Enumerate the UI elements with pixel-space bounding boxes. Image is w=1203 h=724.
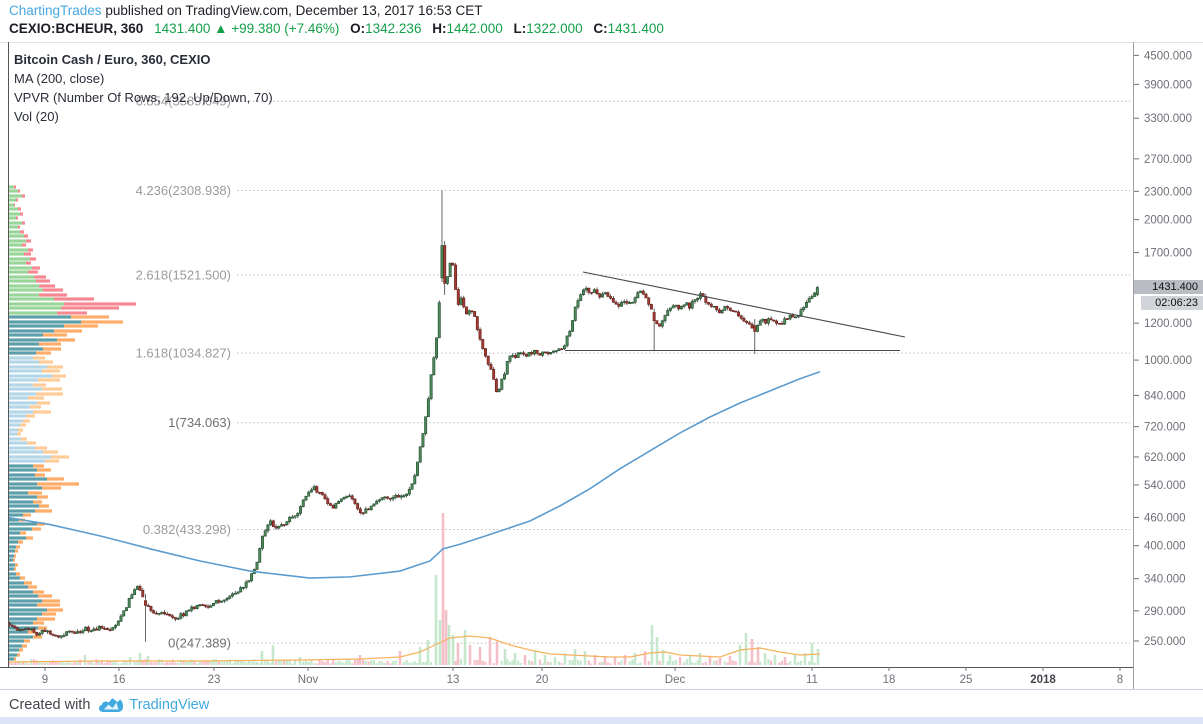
vpvr-layer [9, 185, 136, 661]
footer: Created with TradingView [9, 697, 209, 713]
price-tick-label: 1700.000 [1144, 248, 1192, 260]
fib-level-label: 4.236(2308.938) [136, 183, 231, 198]
price-tick-label: 340.000 [1144, 574, 1186, 586]
time-tick-label: 13 [447, 674, 460, 686]
price-change: +99.380 (+7.46%) [231, 21, 340, 36]
tradingview-label: TradingView [129, 697, 210, 713]
ma200-layer [9, 371, 821, 579]
low-label: L: [513, 21, 527, 36]
time-tick-label: Nov [298, 674, 319, 686]
fib-level-label: 0(247.389) [168, 636, 231, 651]
time-tick-label: 20 [536, 674, 549, 686]
fib-level-label: 6.854(3589.049) [136, 94, 231, 109]
price-tick-label: 620.000 [1144, 452, 1186, 464]
time-tick-label: 8 [1117, 674, 1123, 686]
price-tick-label: 1000.000 [1144, 355, 1192, 367]
fib-level-label: 1(734.063) [168, 415, 231, 430]
symbol-ohlc-bar: CEXIO:BCHEUR, 360 1431.400 ▲ +99.380 (+7… [9, 21, 664, 36]
author-link[interactable]: ChartingTrades [9, 3, 102, 18]
price-tick-label: 290.000 [1144, 606, 1186, 618]
candles-layer [9, 190, 819, 642]
time-tick-label: Dec [665, 674, 686, 686]
time-tick-label: 11 [806, 674, 818, 686]
volume-layer [9, 513, 821, 665]
fib-level-label: 1.618(1034.827) [136, 346, 231, 361]
price-tick-label: 2300.000 [1144, 186, 1192, 198]
price-tick-label: 540.000 [1144, 480, 1186, 492]
last-price-badge: 1431.400 [1134, 279, 1203, 294]
price-axis[interactable]: 4500.000 3900.000 3300.000 2700.000 2300.000… [1134, 50, 1192, 648]
price-tick-label: 1200.000 [1144, 318, 1192, 330]
bar-countdown-badge: 02:06:23 [1141, 295, 1203, 310]
price-tick-label: 3900.000 [1144, 79, 1192, 91]
legend-vol[interactable]: Vol (20) [14, 109, 59, 124]
borders-layer [0, 42, 1203, 690]
symbol-name[interactable]: CEXIO:BCHEUR, 360 [9, 21, 144, 36]
open-value: 1342.236 [365, 21, 422, 36]
legend-ma[interactable]: MA (200, close) [14, 71, 105, 86]
high-label: H: [432, 21, 447, 36]
time-tick-label: 25 [960, 674, 973, 686]
fib-levels-layer: 6.854(3589.049) 4.236(2308.938) 2.618(1521… [136, 94, 1130, 651]
price-tick-label: 4500.000 [1144, 50, 1192, 62]
time-axis[interactable]: 9 16 23 Nov 13 20 Dec 11 18 25 2018 8 [42, 667, 1123, 686]
price-tick-label: 460.000 [1144, 512, 1186, 524]
close-value: 1431.400 [607, 21, 664, 36]
high-value: 1442.000 [446, 21, 503, 36]
last-price: 1431.400 [154, 21, 211, 36]
price-tick-label: 400.000 [1144, 541, 1186, 553]
publish-info: published on TradingView.com, December 1… [105, 3, 483, 18]
fib-level-label: 0.382(433.298) [143, 522, 231, 537]
study-legend: Bitcoin Cash / Euro, 360, CEXIO MA (200,… [14, 50, 273, 126]
time-tick-label: 9 [42, 674, 48, 686]
trendlines-layer [565, 271, 906, 352]
price-tick-label: 3300.000 [1144, 113, 1192, 125]
publish-header: ChartingTrades published on TradingView.… [9, 3, 483, 18]
up-arrow-icon: ▲ [214, 21, 228, 36]
time-tick-label: 2018 [1030, 674, 1056, 686]
tradingview-logo-icon [99, 697, 124, 712]
price-tick-label: 720.000 [1144, 422, 1186, 434]
time-tick-label: 23 [208, 674, 221, 686]
bottom-strip [0, 717, 1203, 724]
price-tick-label: 840.000 [1144, 390, 1186, 402]
created-with-label: Created with [9, 697, 91, 713]
fib-level-label: 2.618(1521.500) [136, 268, 231, 283]
price-tick-label: 2000.000 [1144, 215, 1192, 227]
price-tick-label: 2700.000 [1144, 154, 1192, 166]
open-label: O: [350, 21, 366, 36]
close-label: C: [593, 21, 608, 36]
tradingview-link[interactable]: TradingView [99, 697, 209, 713]
chart-title[interactable]: Bitcoin Cash / Euro, 360, CEXIO [14, 52, 211, 67]
price-tick-label: 250.000 [1144, 636, 1186, 648]
legend-vpvr[interactable]: VPVR (Number Of Rows, 192, Up/Down, 70) [14, 90, 273, 105]
time-tick-label: 18 [883, 674, 896, 686]
time-tick-label: 16 [113, 674, 126, 686]
low-value: 1322.000 [526, 21, 583, 36]
